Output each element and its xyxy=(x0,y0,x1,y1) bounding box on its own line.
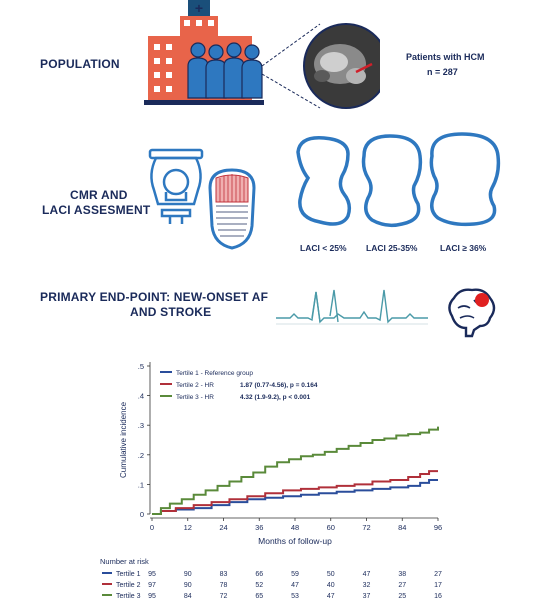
risk-cell: 66 xyxy=(255,571,263,578)
legend-label-2: Tertile 2 - HR xyxy=(176,382,214,389)
y-tick-label: .4 xyxy=(138,392,144,401)
hospital-illustration: + xyxy=(144,0,264,105)
risk-cell: 25 xyxy=(398,593,406,598)
series-line-1 xyxy=(152,478,438,515)
risk-table-title: Number at risk xyxy=(100,557,149,566)
risk-cell: 53 xyxy=(291,593,299,598)
risk-cell: 59 xyxy=(291,571,299,578)
atrium-small xyxy=(296,136,352,226)
hospital-tower xyxy=(180,16,218,38)
risk-cell: 16 xyxy=(434,593,442,598)
x-tick-label: 0 xyxy=(150,523,154,532)
risk-cell: 97 xyxy=(148,582,156,589)
risk-cell: 47 xyxy=(327,593,335,598)
hospital-windows xyxy=(154,20,214,92)
laci-label-low: LACI < 25% xyxy=(300,243,347,253)
heart-segment-icon xyxy=(208,168,256,250)
x-tick-label: 24 xyxy=(219,523,227,532)
risk-cell: 78 xyxy=(220,582,228,589)
y-tick-label: .1 xyxy=(138,480,144,489)
risk-cell: 72 xyxy=(220,593,228,598)
x-tick-label: 72 xyxy=(362,523,370,532)
risk-row-name: Tertile 3 xyxy=(116,593,141,598)
patients-label: Patients with HCM xyxy=(406,52,485,62)
population-label: POPULATION xyxy=(40,57,120,71)
x-tick-label: 84 xyxy=(398,523,406,532)
y-axis-label: Cumulative incidence xyxy=(119,401,128,478)
y-tick-label: 0 xyxy=(140,510,144,519)
atrium-large xyxy=(429,132,501,227)
risk-cell: 95 xyxy=(148,593,156,598)
risk-row-name: Tertile 1 xyxy=(116,571,141,578)
risk-cell: 32 xyxy=(363,582,371,589)
hospital-cross-icon: + xyxy=(195,0,203,16)
mri-scanner-icon xyxy=(148,148,204,224)
risk-cell: 65 xyxy=(255,593,263,598)
risk-row-name: Tertile 2 xyxy=(116,582,141,589)
risk-cell: 84 xyxy=(184,593,192,598)
series-line-3 xyxy=(152,426,439,515)
stroke-lesion xyxy=(475,293,489,307)
cmr-label-line2: LACI ASSESMENT xyxy=(42,203,151,217)
x-axis-label: Months of follow-up xyxy=(258,536,332,546)
brain-stroke-icon xyxy=(448,288,496,338)
patient-count: n = 287 xyxy=(427,67,458,77)
x-tick-label: 48 xyxy=(291,523,299,532)
km-chart: 0 .1 .2 .3 .4 .5 0 12 24 36 48 60 72 84 96 Tertile 1 -… xyxy=(100,362,442,598)
risk-cell: 37 xyxy=(363,593,371,598)
y-tick-label: .5 xyxy=(138,362,144,371)
risk-cell: 47 xyxy=(363,571,371,578)
mri-zoom xyxy=(261,23,380,109)
risk-cell: 83 xyxy=(220,571,228,578)
hospital-base xyxy=(144,100,264,105)
legend-hr-2: 1.87 (0.77-4.56), p = 0.164 xyxy=(240,382,318,389)
risk-cell: 17 xyxy=(434,582,442,589)
risk-cell: 90 xyxy=(184,571,192,578)
risk-cell: 52 xyxy=(255,582,263,589)
risk-cell: 27 xyxy=(398,582,406,589)
y-tick-label: .3 xyxy=(138,421,144,430)
cmr-label-line1: CMR AND xyxy=(70,188,128,202)
mri-arrow xyxy=(355,62,373,74)
x-tick-label: 12 xyxy=(184,523,192,532)
laci-label-high: LACI ≥ 36% xyxy=(440,243,487,253)
atrium-medium xyxy=(361,134,423,228)
endpoint-label-line1: PRIMARY END-POINT: NEW-ONSET AF xyxy=(40,290,269,304)
legend-label-1: Tertile 1 - Reference group xyxy=(176,370,253,377)
hospital-sign xyxy=(188,0,210,16)
y-tick-label: .2 xyxy=(138,451,144,460)
series-line-2 xyxy=(152,470,438,515)
ecg-trace xyxy=(276,289,428,325)
risk-cell: 47 xyxy=(291,582,299,589)
legend-hr-3: 4.32 (1.9-9.2), p < 0.001 xyxy=(240,394,311,401)
endpoint-label-line2: AND STROKE xyxy=(130,305,212,319)
risk-cell: 90 xyxy=(184,582,192,589)
x-tick-label: 96 xyxy=(434,523,442,532)
risk-cell: 27 xyxy=(434,571,442,578)
risk-cell: 38 xyxy=(398,571,406,578)
risk-cell: 50 xyxy=(327,571,335,578)
risk-cell: 95 xyxy=(148,571,156,578)
people-icon xyxy=(187,42,263,99)
x-tick-label: 36 xyxy=(255,523,263,532)
risk-cell: 40 xyxy=(327,582,335,589)
legend-label-3: Tertile 3 - HR xyxy=(176,394,214,401)
x-tick-label: 60 xyxy=(327,523,335,532)
laci-label-mid: LACI 25-35% xyxy=(366,243,418,253)
